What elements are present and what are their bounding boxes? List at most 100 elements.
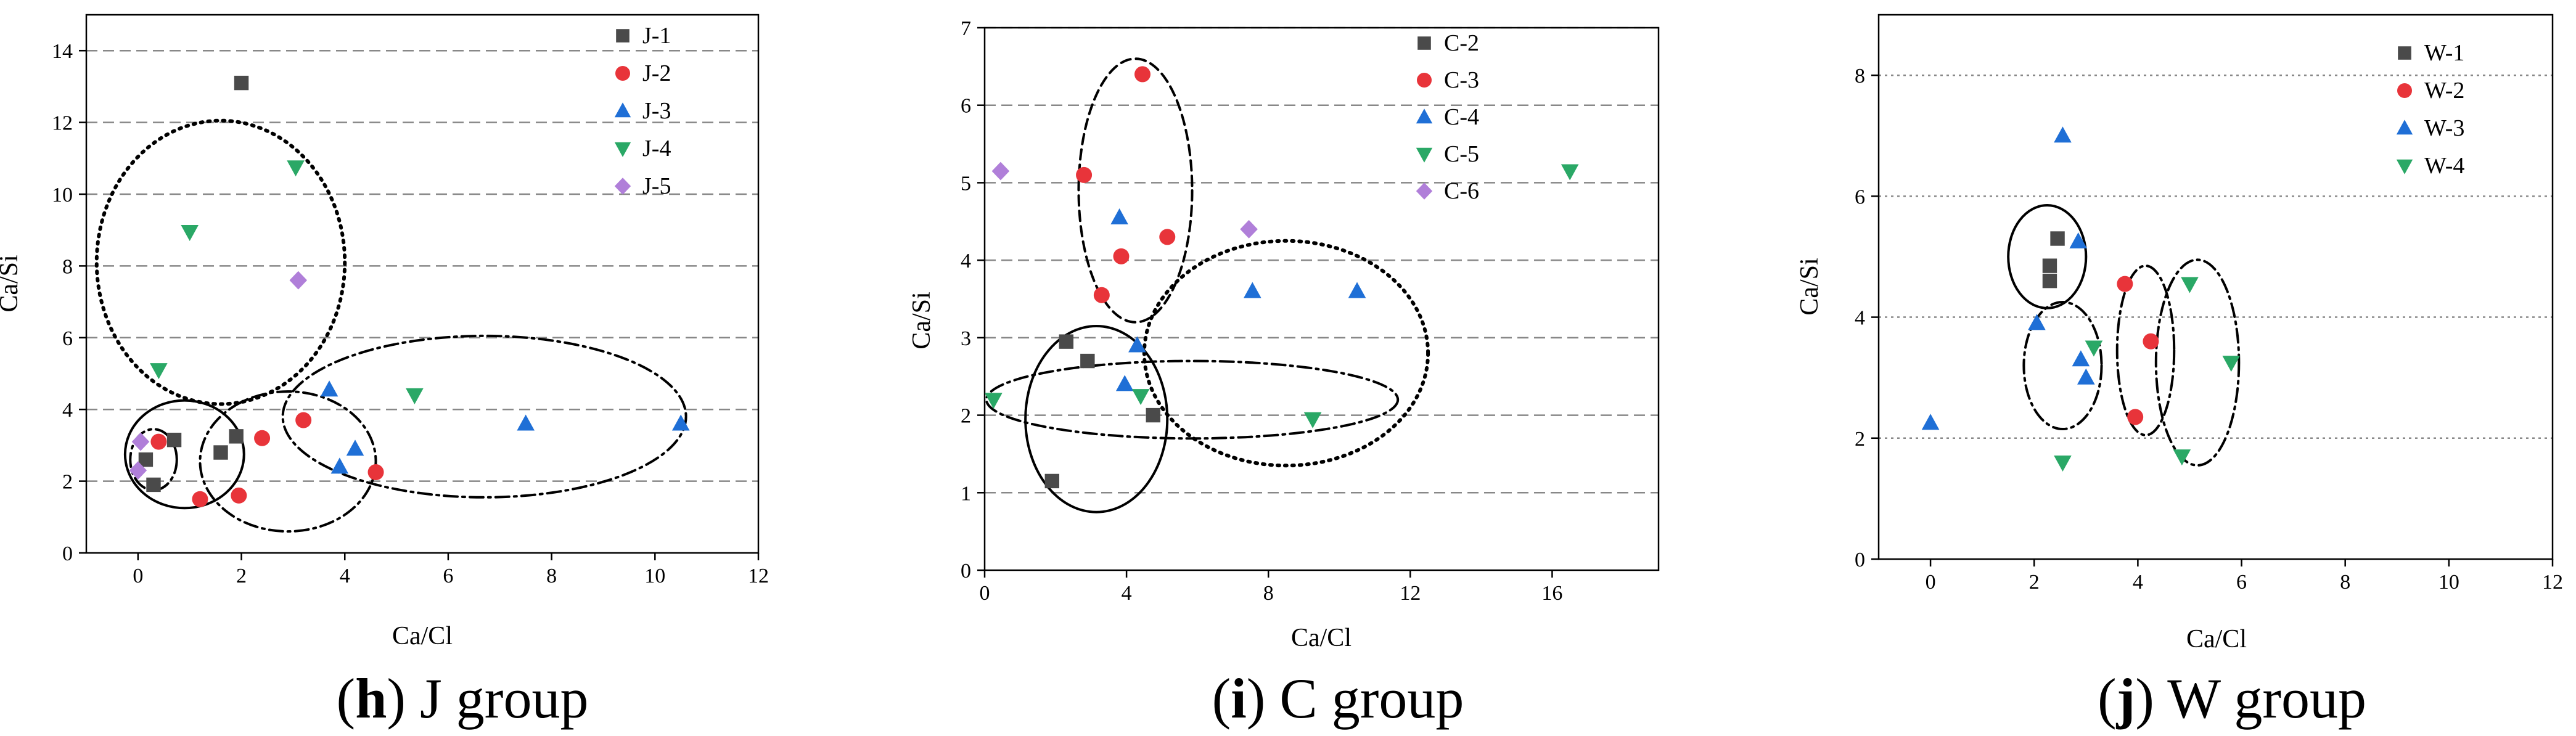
x-tick-label: 8 (2340, 571, 2350, 594)
y-tick-label: 0 (62, 542, 73, 565)
x-tick-label: 2 (236, 565, 247, 587)
legend-label: J-2 (642, 60, 671, 86)
y-axis-title: Ca/Si (0, 255, 23, 312)
caption-letter: h (355, 667, 387, 730)
solid-ellipse-annotation (2007, 204, 2088, 309)
data-point (2042, 273, 2057, 288)
data-point (2050, 231, 2065, 246)
data-point (2117, 276, 2133, 292)
data-point (150, 363, 168, 380)
y-tick-label: 3 (961, 327, 971, 350)
series-C-6 (991, 162, 1258, 239)
data-point (2127, 409, 2144, 425)
y-tick-label: 6 (62, 327, 73, 350)
data-point (1348, 282, 1366, 298)
data-point (2181, 277, 2199, 293)
data-point (406, 388, 424, 404)
y-tick-label: 2 (1855, 428, 1865, 451)
x-tick-label: 8 (546, 565, 557, 587)
data-point (2173, 449, 2191, 466)
data-point (1134, 66, 1151, 83)
data-point (517, 414, 535, 431)
dashdot-ellipse-annotation (281, 334, 687, 499)
y-tick-label: 7 (961, 17, 971, 40)
caption-text: J group (406, 667, 589, 730)
legend-label: C-6 (1444, 178, 1479, 204)
data-point (367, 464, 384, 481)
chart-panel-j-group: 0 2 4 6 8 10 12 0 2 4 6 8 10 12 14 Ca/Cl Ca/Si J-1 J-2 J-3 J… (0, 14, 769, 650)
dashdot-ellipse-annotation (2115, 264, 2176, 436)
data-point (289, 271, 308, 290)
legend-label: C-2 (1444, 30, 1479, 56)
dashdot-ellipse-annotation (2022, 301, 2103, 431)
y-tick-label: 10 (52, 184, 73, 206)
data-point (166, 432, 182, 448)
triangle-down-marker-icon (1416, 147, 1433, 163)
x-tick-label: 10 (644, 565, 665, 587)
data-point (254, 430, 271, 446)
series-C-4 (1110, 208, 1366, 391)
data-point (1080, 353, 1095, 369)
data-point (1110, 208, 1128, 225)
data-point (1093, 287, 1110, 303)
x-axis-title: Ca/Cl (1291, 624, 1352, 652)
legend-label: W-3 (2424, 115, 2464, 141)
triangle-down-marker-icon (2396, 159, 2413, 174)
x-tick-label: 0 (133, 565, 143, 587)
x-tick-label: 12 (2542, 571, 2563, 594)
data-point (320, 380, 338, 397)
caption-letter: j (2116, 667, 2136, 730)
circle-marker-icon (615, 66, 630, 81)
y-tick-label: 8 (1855, 65, 1865, 88)
x-tick-label: 8 (1263, 582, 1274, 605)
x-axis-title: Ca/Cl (392, 622, 453, 650)
data-point (229, 429, 244, 444)
y-tick-label: 4 (1855, 307, 1865, 330)
series-C-2 (1044, 334, 1160, 489)
data-point (2054, 455, 2072, 472)
dashed-ellipse-annotation (1077, 57, 1194, 324)
caption-w-group: (j) W group (2097, 667, 2367, 730)
x-tick-label: 0 (980, 582, 990, 605)
diamond-marker-icon (614, 178, 631, 195)
data-point (287, 160, 305, 177)
data-point (2042, 258, 2057, 273)
triangle-up-marker-icon (1416, 108, 1433, 124)
triangle-up-marker-icon (2396, 120, 2413, 135)
y-tick-label: 0 (961, 560, 971, 583)
data-point (2054, 126, 2072, 143)
y-tick-label: 5 (961, 172, 971, 195)
legend-label: J-3 (642, 98, 671, 124)
x-tick-label: 10 (2439, 571, 2459, 594)
caption-text: C group (1265, 667, 1464, 730)
triangle-down-marker-icon (614, 142, 631, 157)
y-axis-title: Ca/Si (908, 292, 936, 349)
legend-label: J-1 (642, 23, 671, 49)
square-marker-icon (2398, 46, 2411, 60)
data-point (192, 491, 208, 507)
data-point (129, 461, 147, 480)
circle-marker-icon (2397, 83, 2412, 98)
y-tick-label: 6 (1855, 186, 1865, 208)
data-point (2069, 232, 2087, 248)
data-point (330, 457, 349, 474)
dashdot-ellipse-annotation (985, 359, 1400, 440)
data-point (1115, 375, 1134, 391)
data-point (1303, 412, 1322, 428)
data-point (138, 452, 154, 467)
data-point (1146, 407, 1160, 423)
data-point (234, 75, 249, 91)
data-point (991, 162, 1010, 181)
y-axis-title: Ca/Si (1795, 258, 1824, 315)
x-tick-label: 6 (2236, 571, 2247, 594)
data-point (1561, 164, 1579, 181)
dashdot-ellipse-annotation (129, 428, 178, 492)
x-tick-label: 12 (748, 565, 769, 587)
data-point (1113, 248, 1130, 264)
data-point (985, 393, 1003, 409)
square-marker-icon (1417, 36, 1431, 50)
legend-label: J-5 (642, 173, 671, 199)
y-tick-label: 0 (1855, 549, 1865, 571)
data-point (146, 477, 161, 493)
